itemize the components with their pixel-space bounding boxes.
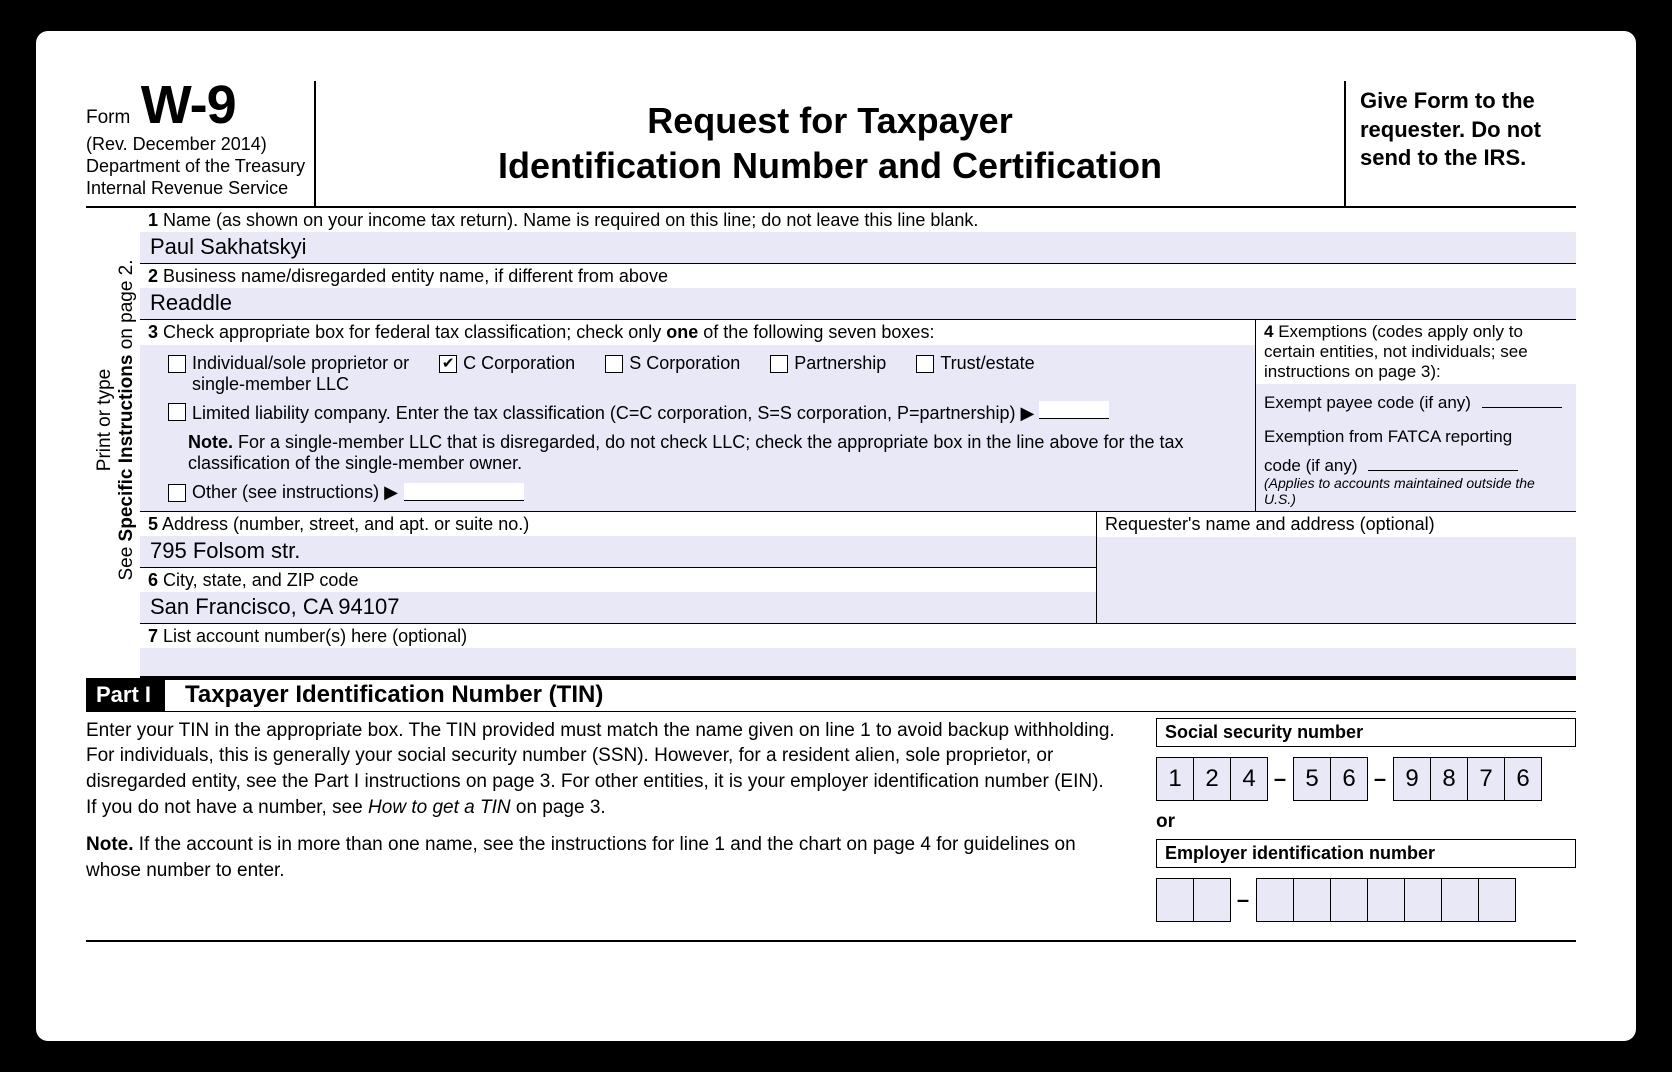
form-header: Form W-9 (Rev. December 2014) Department…	[86, 81, 1576, 208]
checkbox-box-checked[interactable]: ✔	[439, 355, 457, 373]
field-3-label: 3 Check appropriate box for federal tax …	[140, 320, 1255, 345]
field-5-value[interactable]: 795 Folsom str.	[140, 536, 1096, 567]
dash: –	[1267, 766, 1293, 792]
fatca-code-input[interactable]	[1368, 453, 1518, 471]
ssn-d1[interactable]: 1	[1156, 757, 1194, 801]
header-left: Form W-9 (Rev. December 2014) Department…	[86, 81, 316, 206]
dash: –	[1230, 887, 1256, 913]
ssn-digits[interactable]: 1 2 4 – 5 6 – 9 8 7 6	[1156, 757, 1576, 801]
dash: –	[1367, 766, 1393, 792]
checkbox-s-corp[interactable]: S Corporation	[605, 353, 740, 374]
ein-d2[interactable]	[1193, 878, 1231, 922]
ssn-d3[interactable]: 4	[1230, 757, 1268, 801]
field-3-classification: 3 Check appropriate box for federal tax …	[140, 320, 1256, 511]
exempt-payee-input[interactable]	[1482, 390, 1562, 408]
ssn-d2[interactable]: 2	[1193, 757, 1231, 801]
checkbox-partnership[interactable]: Partnership	[770, 353, 886, 374]
part-1-body: Enter your TIN in the appropriate box. T…	[86, 712, 1576, 942]
tin-entry: Social security number 1 2 4 – 5 6 – 9 8…	[1156, 718, 1576, 922]
fatca-applies-note: (Applies to accounts maintained outside …	[1264, 475, 1568, 507]
header-center: Request for Taxpayer Identification Numb…	[316, 81, 1346, 206]
ssn-d6[interactable]: 9	[1393, 757, 1431, 801]
llc-note: Note. For a single-member LLC that is di…	[148, 430, 1247, 476]
field-5-address: 5 Address (number, street, and apt. or s…	[140, 512, 1096, 568]
ein-digits[interactable]: –	[1156, 878, 1576, 922]
ein-d9[interactable]	[1478, 878, 1516, 922]
dept-irs: Internal Revenue Service	[86, 177, 314, 200]
field-1-value[interactable]: Paul Sakhatskyi	[140, 232, 1576, 263]
form-body: Print or type See Specific Instructions …	[86, 208, 1576, 678]
header-right-instruction: Give Form to the requester. Do not send …	[1346, 81, 1576, 206]
checkbox-c-corp[interactable]: ✔ C Corporation	[439, 353, 575, 374]
checkbox-box[interactable]	[168, 355, 186, 373]
field-1-name: 1 1 Name (as shown on your income tax re…	[140, 208, 1576, 264]
checkbox-row-llc: Limited liability company. Enter the tax…	[148, 401, 1247, 430]
row-3-4: 3 Check appropriate box for federal tax …	[140, 320, 1576, 512]
ein-label: Employer identification number	[1156, 839, 1576, 868]
tin-instructions: Enter your TIN in the appropriate box. T…	[86, 718, 1116, 922]
ein-d8[interactable]	[1441, 878, 1479, 922]
ssn-label: Social security number	[1156, 718, 1576, 747]
ein-d1[interactable]	[1156, 878, 1194, 922]
field-4-exemptions: 4 Exemptions (codes apply only to certai…	[1256, 320, 1576, 511]
checkbox-individual[interactable]: Individual/sole proprietor orsingle-memb…	[168, 353, 409, 395]
field-7-account: 7 List account number(s) here (optional)	[140, 623, 1576, 676]
field-1-label: 1 1 Name (as shown on your income tax re…	[140, 208, 1576, 232]
ein-d3[interactable]	[1256, 878, 1294, 922]
llc-classification-input[interactable]	[1039, 401, 1109, 419]
ein-d5[interactable]	[1330, 878, 1368, 922]
other-input[interactable]	[404, 483, 524, 501]
part-1-title: Taxpayer Identification Number (TIN)	[165, 681, 603, 709]
form-word: Form	[86, 107, 130, 128]
dept-treasury: Department of the Treasury	[86, 155, 314, 178]
fields-column: 1 1 Name (as shown on your income tax re…	[140, 208, 1576, 678]
ssn-d8[interactable]: 7	[1467, 757, 1505, 801]
form-title: Request for Taxpayer Identification Numb…	[498, 98, 1162, 188]
w9-form-page: Form W-9 (Rev. December 2014) Department…	[36, 31, 1636, 1041]
ein-d4[interactable]	[1293, 878, 1331, 922]
part-1-label: Part I	[86, 680, 165, 711]
requester-box[interactable]: Requester's name and address (optional)	[1096, 512, 1576, 623]
row-5-6: 5 Address (number, street, and apt. or s…	[140, 512, 1576, 623]
field-6-value[interactable]: San Francisco, CA 94107	[140, 592, 1096, 623]
col-address: 5 Address (number, street, and apt. or s…	[140, 512, 1096, 623]
or-label: or	[1156, 811, 1576, 833]
field-2-label: 2 Business name/disregarded entity name,…	[140, 264, 1576, 288]
ein-d6[interactable]	[1367, 878, 1405, 922]
requester-label: Requester's name and address (optional)	[1097, 512, 1576, 537]
field-2-business: 2 Business name/disregarded entity name,…	[140, 264, 1576, 320]
revision: (Rev. December 2014)	[86, 134, 314, 155]
checkbox-llc[interactable]: Limited liability company. Enter the tax…	[168, 401, 1109, 424]
ssn-d7[interactable]: 8	[1430, 757, 1468, 801]
checkbox-trust[interactable]: Trust/estate	[916, 353, 1034, 374]
checkbox-other[interactable]: Other (see instructions) ▶	[148, 476, 1247, 507]
ein-d7[interactable]	[1404, 878, 1442, 922]
part-1-header: Part I Taxpayer Identification Number (T…	[86, 678, 1576, 712]
form-code: W-9	[141, 81, 236, 130]
ssn-d9[interactable]: 6	[1504, 757, 1542, 801]
field-4-label: 4 Exemptions (codes apply only to certai…	[1256, 320, 1576, 384]
field-2-value[interactable]: Readdle	[140, 288, 1576, 319]
field-6-city: 6 City, state, and ZIP code San Francisc…	[140, 568, 1096, 623]
side-instructions: Print or type See Specific Instructions …	[86, 208, 140, 678]
ssn-d5[interactable]: 6	[1330, 757, 1368, 801]
field-7-value[interactable]	[140, 648, 1576, 676]
checkbox-row-1: Individual/sole proprietor orsingle-memb…	[148, 349, 1247, 401]
ssn-d4[interactable]: 5	[1293, 757, 1331, 801]
